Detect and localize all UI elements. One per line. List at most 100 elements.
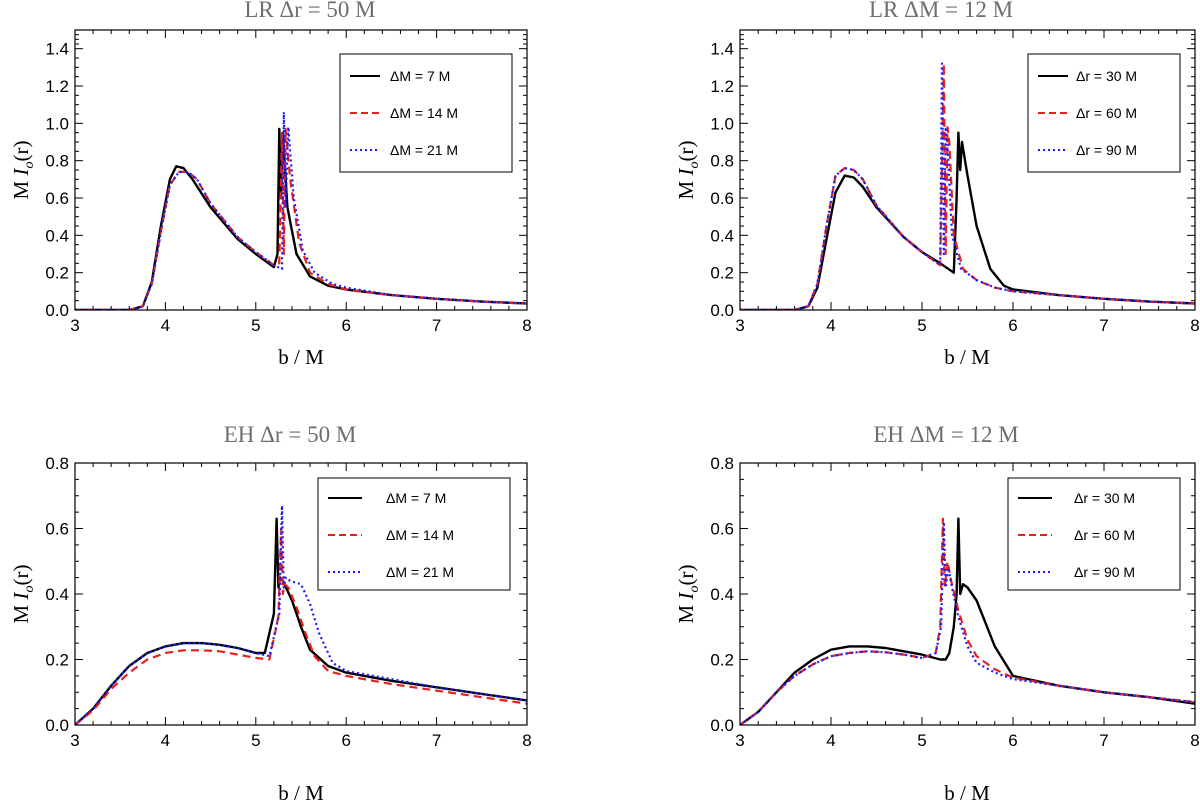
legend-label: ΔM = 21 M (390, 142, 458, 158)
x-tick-label: 6 (341, 731, 350, 750)
legend: Δr = 30 M Δr = 60 M Δr = 90 M (1027, 53, 1181, 173)
y-tick-label: 0.0 (45, 301, 69, 320)
y-tick-label: 0.0 (45, 716, 69, 735)
legend: ΔM = 7 M ΔM = 14 M ΔM = 21 M (317, 477, 511, 591)
legend-label: ΔM = 14 M (386, 527, 454, 543)
y-tick-label: 1.2 (45, 77, 69, 96)
x-tick-label: 6 (341, 316, 350, 335)
x-tick-label: 4 (826, 316, 835, 335)
panel-title: EH ΔM = 12 M (873, 422, 1018, 447)
y-axis-label: M Io(r) (674, 565, 702, 624)
curve-group (740, 62, 1195, 310)
x-tick-label: 6 (1008, 316, 1017, 335)
curve-group (75, 111, 527, 310)
series-line-1 (740, 517, 1195, 725)
legend-label: Δr = 90 M (1074, 564, 1135, 580)
tick-group: 3 4 5 6 7 8 0.0 0.2 0.4 0.6 0.8 (45, 454, 531, 750)
series-line-3 (75, 504, 527, 725)
x-tick-label: 5 (251, 731, 260, 750)
y-tick-label: 0.6 (45, 189, 69, 208)
legend: ΔM = 7 M ΔM = 14 M ΔM = 21 M (339, 53, 513, 173)
legend-label: Δr = 30 M (1076, 68, 1137, 84)
y-tick-label: 0.4 (710, 585, 734, 604)
x-tick-label: 8 (1190, 316, 1199, 335)
series-line-2 (75, 127, 527, 310)
panel-title: EH Δr = 50 M (224, 422, 357, 447)
y-tick-label: 1.4 (710, 40, 734, 59)
y-tick-label: 0.8 (710, 454, 734, 473)
x-axis-label: b / M (944, 781, 990, 805)
y-axis-label: M Io(r) (674, 141, 702, 200)
y-tick-label: 1.0 (710, 114, 734, 133)
y-tick-label: 0.4 (710, 226, 734, 245)
legend-label: ΔM = 7 M (386, 490, 446, 506)
y-tick-label: 0.8 (710, 152, 734, 171)
plot-frame (739, 462, 1196, 726)
series-line-3 (75, 111, 527, 310)
y-tick-label: 0.4 (45, 585, 69, 604)
x-tick-label: 7 (432, 731, 441, 750)
tick-group: 3 4 5 6 7 8 0.0 0.2 0.4 0.6 0.8 1.0 1.2 1.4 (45, 30, 532, 335)
y-tick-label: 0.6 (710, 520, 734, 539)
x-tick-label: 7 (1099, 316, 1108, 335)
y-tick-label: 0.8 (45, 454, 69, 473)
y-tick-label: 0.2 (710, 651, 734, 670)
y-tick-label: 0.6 (45, 520, 69, 539)
plot-frame (739, 29, 1196, 311)
curve-group (75, 504, 527, 725)
x-tick-label: 5 (251, 316, 260, 335)
x-tick-label: 4 (161, 316, 170, 335)
y-tick-label: 0.2 (710, 264, 734, 283)
y-tick-label: 1.2 (710, 77, 734, 96)
x-tick-label: 7 (1099, 731, 1108, 750)
panel-eh-dr50: EH Δr = 50 M 3 4 5 6 7 8 0.0 0.2 0.4 0.6 0.8 b / M… (9, 422, 532, 805)
x-tick-label: 7 (432, 316, 441, 335)
legend-label: Δr = 60 M (1074, 527, 1135, 543)
curve-group (740, 517, 1195, 725)
panel-eh-dm12: EH ΔM = 12 M 3 4 5 6 7 8 0.0 0.2 0.4 0.6 0.8 b / M… (674, 422, 1200, 805)
panel-title: LR Δr = 50 M (244, 0, 375, 22)
plot-frame (74, 462, 528, 726)
x-tick-label: 5 (917, 731, 926, 750)
x-axis-label: b / M (278, 781, 324, 805)
x-tick-label: 8 (1190, 731, 1199, 750)
panel-lr-dm12: LR ΔM = 12 M 3 4 5 6 7 8 0.0 0.2 0.4 0.6 0.8 1.0 1.2… (674, 0, 1200, 369)
plot-frame (74, 29, 528, 311)
y-axis-label: M Io(r) (9, 565, 37, 624)
x-axis-label: b / M (944, 345, 990, 369)
legend-label: ΔM = 21 M (386, 564, 454, 580)
legend-label: Δr = 90 M (1076, 142, 1137, 158)
y-tick-label: 0.4 (45, 226, 69, 245)
series-line-3 (740, 62, 1195, 310)
x-axis-label: b / M (278, 345, 324, 369)
series-line-2 (740, 517, 1195, 725)
panel-title: LR ΔM = 12 M (869, 0, 1013, 22)
y-tick-label: 0.8 (45, 152, 69, 171)
legend-label: Δr = 30 M (1074, 490, 1135, 506)
y-axis-label: M Io(r) (9, 141, 37, 200)
series-line-3 (740, 520, 1195, 725)
legend-label: ΔM = 7 M (390, 68, 450, 84)
tick-group: 3 4 5 6 7 8 0.0 0.2 0.4 0.6 0.8 1.0 1.2 1.4 (710, 30, 1200, 335)
legend-box (1007, 477, 1181, 591)
x-tick-label: 4 (161, 731, 170, 750)
legend-label: Δr = 60 M (1076, 105, 1137, 121)
x-tick-label: 4 (826, 731, 835, 750)
x-tick-label: 5 (917, 316, 926, 335)
legend-box (339, 53, 513, 173)
series-line-1 (740, 131, 1195, 310)
x-tick-label: 6 (1008, 731, 1017, 750)
panel-lr-dr50: LR Δr = 50 M 3 4 5 6 7 8 0.0 0.2 0.4 0.6 0.8 1.0 1.2… (9, 0, 532, 369)
legend-box (1027, 53, 1181, 173)
y-tick-label: 0.0 (710, 301, 734, 320)
x-tick-label: 8 (522, 316, 531, 335)
legend-label: ΔM = 14 M (390, 105, 458, 121)
x-tick-label: 3 (70, 731, 79, 750)
x-tick-label: 8 (522, 731, 531, 750)
y-tick-label: 0.2 (45, 264, 69, 283)
legend: Δr = 30 M Δr = 60 M Δr = 90 M (1007, 477, 1181, 591)
y-tick-label: 1.0 (45, 114, 69, 133)
y-tick-label: 0.6 (710, 189, 734, 208)
x-tick-label: 3 (735, 731, 744, 750)
